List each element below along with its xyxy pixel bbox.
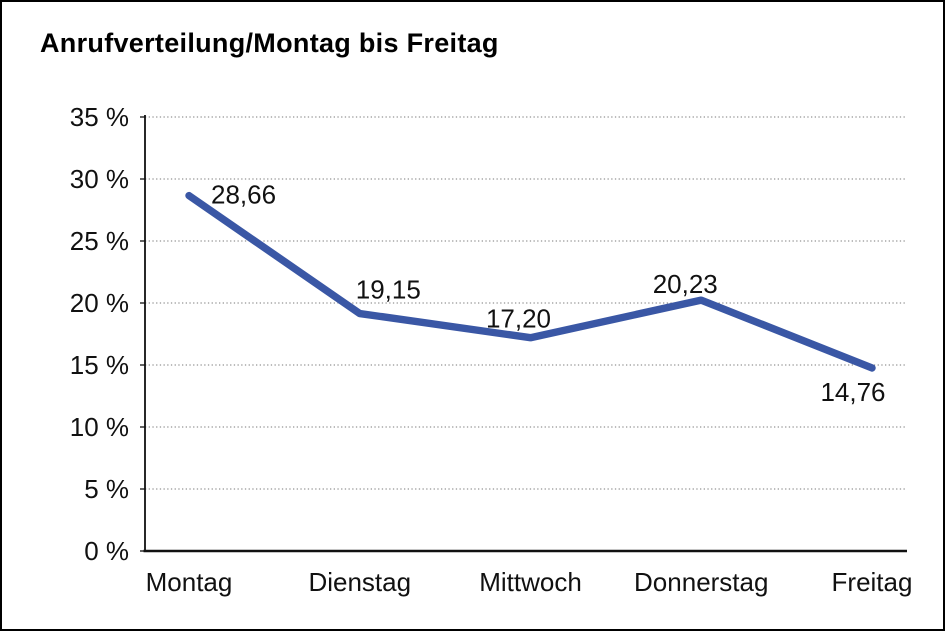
y-tick-label: 25 % [70,226,129,256]
data-label: 20,23 [653,269,718,299]
data-label: 19,15 [356,275,421,305]
x-tick-label: Montag [146,567,233,597]
y-tick-label: 15 % [70,350,129,380]
y-tick-label: 30 % [70,164,129,194]
y-tick-label: 10 % [70,412,129,442]
x-tick-label: Mittwoch [479,567,582,597]
data-label: 14,76 [820,377,885,407]
x-tick-label: Donnerstag [634,567,768,597]
y-tick-label: 0 % [84,536,129,566]
y-tick-label: 20 % [70,288,129,318]
series-line [185,191,876,372]
y-tick-label: 5 % [84,474,129,504]
data-label: 17,20 [486,304,551,334]
chart-title: Anrufverteilung/Montag bis Freitag [40,28,499,58]
y-tick-label: 35 % [70,102,129,132]
data-label: 28,66 [211,180,276,210]
x-tick-label: Dienstag [308,567,411,597]
x-tick-label: Freitag [832,567,913,597]
